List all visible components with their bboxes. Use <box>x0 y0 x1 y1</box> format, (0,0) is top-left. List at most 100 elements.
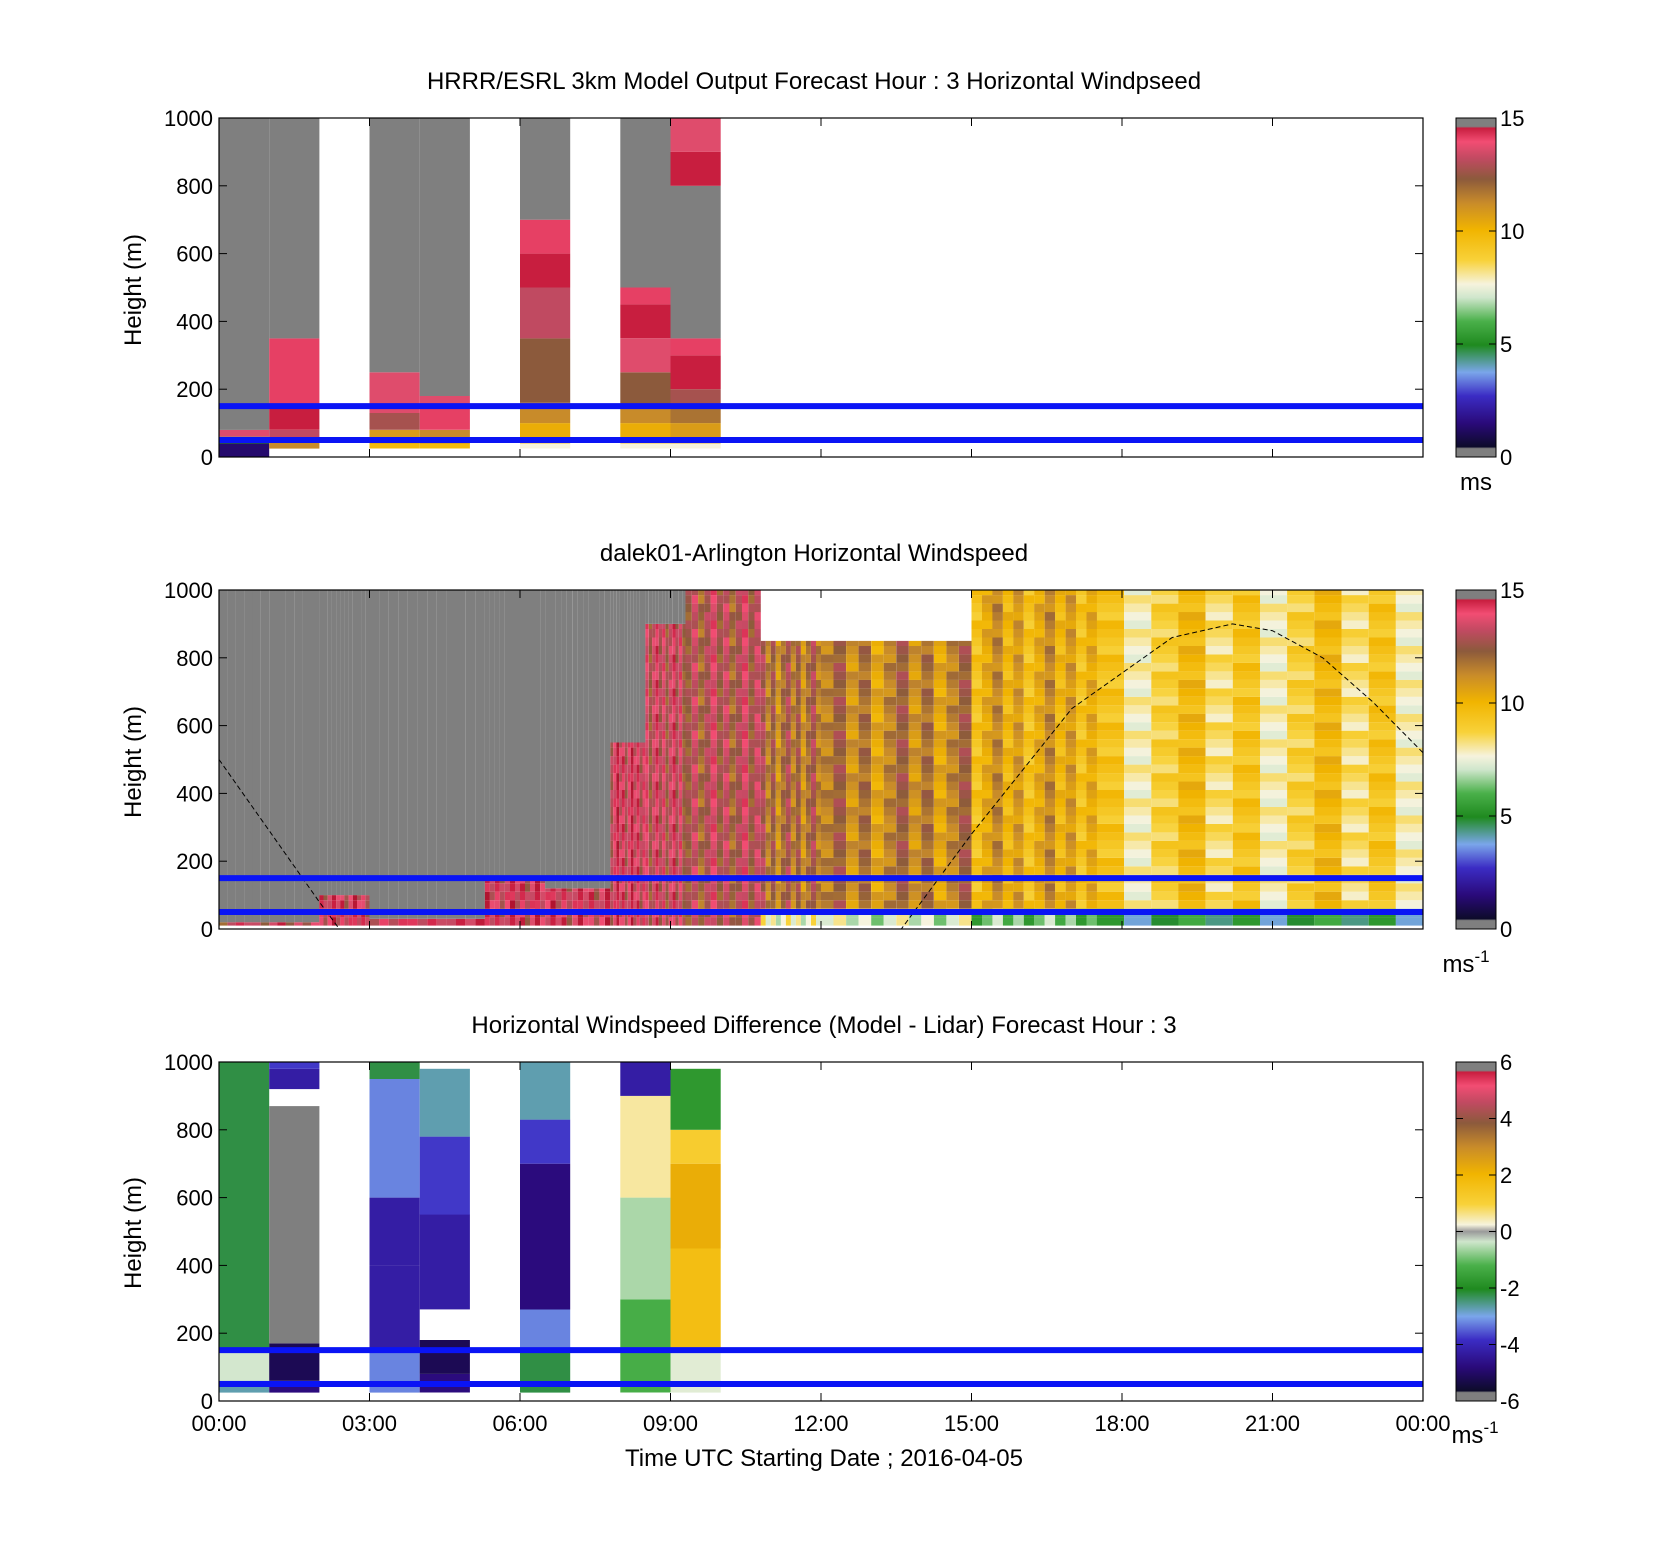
lidar-cell <box>821 823 834 833</box>
lidar-cell <box>735 756 742 765</box>
lidar-cell <box>648 679 653 689</box>
lidar-cell <box>340 895 345 901</box>
lidar-cell <box>652 688 656 697</box>
lidar-cell <box>1368 688 1396 697</box>
lidar-cell <box>704 629 711 638</box>
lidar-cell <box>1205 883 1233 892</box>
lidar-cell <box>1086 662 1097 672</box>
lidar-cell <box>723 713 730 723</box>
lidar-cell <box>1096 679 1125 689</box>
lidar-cell <box>1076 798 1087 807</box>
lidar-cell <box>1368 764 1396 774</box>
lidar-cell <box>1260 756 1288 765</box>
lidar-cell <box>785 840 791 850</box>
lidar-cell <box>710 917 717 926</box>
lidar-cell <box>319 590 324 896</box>
heatmap-cell <box>620 287 671 305</box>
lidar-cell <box>1023 764 1035 774</box>
lidar-cell <box>704 807 711 816</box>
lidar-cell <box>698 917 705 926</box>
lidar-cell <box>510 917 515 926</box>
lidar-cell <box>1178 891 1206 901</box>
lidar-cell <box>790 790 796 799</box>
lidar-cell <box>933 840 947 850</box>
x-ticks <box>218 118 1424 457</box>
lidar-cell <box>833 866 846 875</box>
x-tick-label: 00:00 <box>1395 1411 1450 1436</box>
lidar-cell <box>775 790 781 799</box>
lidar-cell <box>1287 620 1315 629</box>
lidar-cell <box>805 730 811 740</box>
lidar-cell <box>1260 590 1288 596</box>
lidar-cell <box>1055 790 1066 799</box>
lidar-cell <box>754 857 761 867</box>
lidar-cell <box>933 640 947 646</box>
lidar-cell <box>662 713 666 723</box>
lidar-cell <box>748 857 755 867</box>
lidar-cell <box>921 730 934 740</box>
heatmap-cell <box>620 304 671 339</box>
lidar-cell <box>1151 764 1179 774</box>
lidar-cell <box>785 662 791 672</box>
lidar-cell <box>908 832 922 841</box>
lidar-cell <box>1260 629 1288 638</box>
lidar-cell <box>1044 662 1056 672</box>
lidar-cell <box>946 696 959 706</box>
lidar-cell <box>682 798 686 807</box>
overlay-layer <box>218 623 1424 930</box>
lidar-cell <box>1395 603 1423 613</box>
lidar-cell <box>1260 807 1288 816</box>
lidar-cell <box>610 764 614 774</box>
lidar-cell <box>1034 857 1045 867</box>
lidar-cell <box>800 756 806 765</box>
lidar-cell <box>821 773 834 782</box>
lidar-cell <box>627 857 631 867</box>
lidar-cell <box>908 849 922 858</box>
lidar-cell <box>665 866 669 875</box>
lidar-cell <box>1044 629 1056 638</box>
lidar-cell <box>800 781 806 790</box>
lidar-cell <box>833 654 846 663</box>
lidar-cell <box>921 840 934 850</box>
lidar-cell <box>633 866 637 875</box>
lidar-cell <box>821 764 834 774</box>
lidar-cell <box>775 679 781 689</box>
lidar-cell <box>682 764 686 774</box>
lidar-cell <box>672 807 676 816</box>
lidar-cell <box>645 739 649 748</box>
lidar-cell <box>1086 739 1097 748</box>
lidar-cell <box>1023 917 1035 926</box>
lidar-cell <box>1034 781 1045 790</box>
lidar-cell <box>1055 756 1066 765</box>
lidar-cell <box>729 612 736 621</box>
lidar-cell <box>633 883 637 892</box>
lidar-cell <box>992 688 1003 697</box>
lidar-cell <box>550 917 556 926</box>
lidar-cell <box>668 798 673 807</box>
lidar-cell <box>456 590 466 919</box>
lidar-cell <box>858 713 872 723</box>
lidar-cell <box>780 900 786 909</box>
lidar-cell <box>871 645 884 655</box>
lidar-cell <box>795 798 801 807</box>
lidar-cell <box>648 645 653 655</box>
lidar-cell <box>698 679 705 689</box>
lidar-cell <box>811 891 816 901</box>
lidar-cell <box>691 883 699 892</box>
lidar-cell <box>633 857 637 867</box>
lidar-cell <box>729 781 736 790</box>
lidar-cell <box>921 705 934 714</box>
lidar-cell <box>816 840 821 850</box>
lidar-cell <box>655 590 659 624</box>
lidar-cell <box>1287 679 1315 689</box>
lidar-cell <box>327 917 332 926</box>
lidar-cell <box>846 696 859 706</box>
lidar-cell <box>675 866 679 875</box>
lidar-cell <box>652 747 656 757</box>
lidar-cell <box>655 629 659 638</box>
lidar-cell <box>780 705 786 714</box>
lidar-cell <box>627 840 631 850</box>
lidar-cell <box>1076 590 1087 596</box>
lidar-cell <box>655 679 659 689</box>
lidar-cell <box>971 722 982 731</box>
